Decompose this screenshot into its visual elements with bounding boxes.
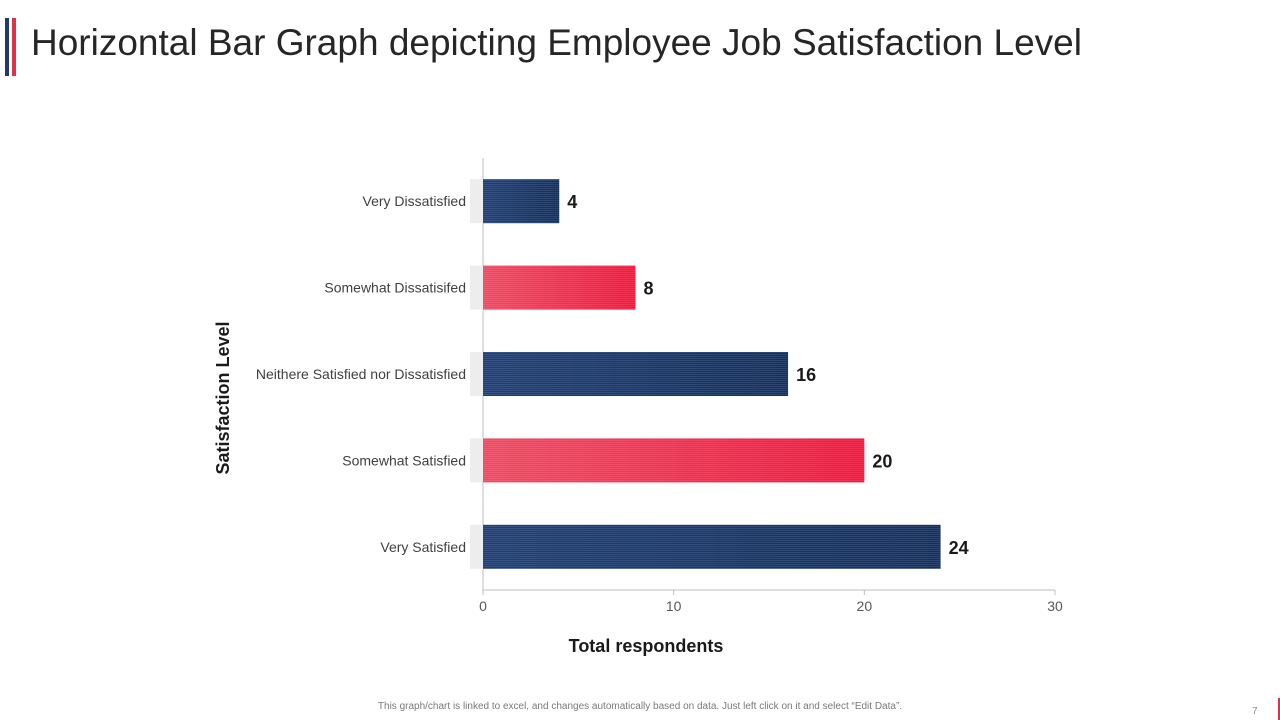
slide-title: Horizontal Bar Graph depicting Employee … — [31, 22, 1082, 63]
bar-axis-tab — [470, 524, 483, 569]
bar-axis-tab — [470, 438, 483, 483]
data-label: 20 — [872, 451, 892, 471]
bar-axis-tab — [470, 179, 483, 224]
category-label: Very Satisfied — [380, 539, 466, 555]
data-label: 8 — [644, 279, 654, 299]
x-axis-title: Total respondents — [569, 636, 724, 656]
category-label: Somewhat Satisfied — [342, 452, 466, 468]
bar-texture — [483, 265, 636, 310]
x-tick-label: 20 — [857, 598, 873, 614]
x-tick-label: 0 — [479, 598, 487, 614]
data-label: 16 — [796, 365, 816, 385]
bar-texture — [483, 438, 865, 483]
category-label: Very Dissatisfied — [363, 193, 466, 209]
bar-texture — [483, 524, 941, 569]
category-label: Neithere Satisfied nor Dissatisfied — [256, 366, 466, 382]
category-label: Somewhat Dissatisifed — [324, 280, 466, 296]
data-label: 4 — [567, 192, 577, 212]
bar-axis-tab — [470, 265, 483, 310]
bar-texture — [483, 352, 789, 396]
page-number: 7 — [1252, 706, 1258, 717]
y-axis-title: Satisfaction Level — [213, 321, 233, 474]
bar-chart[interactable]: 0 10 20 30 Very Dissatisfied 4 Somewhat Dissat… — [0, 0, 1280, 690]
corner-accent-mark — [1278, 698, 1280, 720]
x-tick-label: 30 — [1047, 598, 1063, 614]
footer-note: This graph/chart is linked to excel, and… — [377, 701, 903, 712]
bar-axis-tab — [470, 352, 483, 396]
x-tick-label: 10 — [666, 598, 682, 614]
title-accent-bar-red — [12, 18, 16, 76]
title-accent-bar-navy — [5, 18, 9, 76]
bar-texture — [483, 179, 560, 224]
data-label: 24 — [949, 538, 969, 558]
